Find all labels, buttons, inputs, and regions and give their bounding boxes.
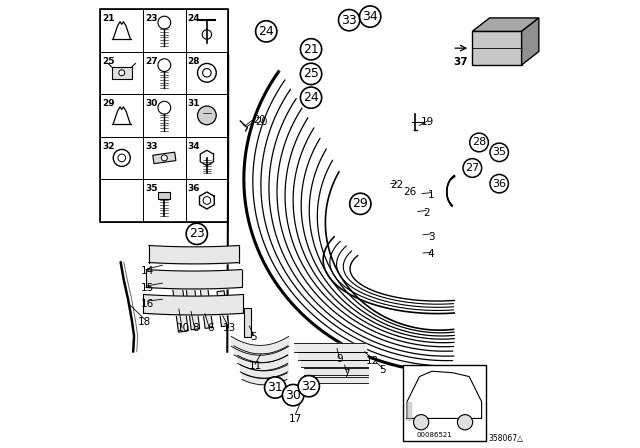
- Circle shape: [119, 70, 125, 76]
- Polygon shape: [185, 278, 200, 330]
- Circle shape: [458, 415, 473, 430]
- Text: 20: 20: [253, 115, 265, 125]
- Text: 6: 6: [207, 323, 214, 333]
- Text: 9: 9: [336, 354, 342, 364]
- Text: 28: 28: [188, 56, 200, 65]
- Text: 15: 15: [141, 283, 154, 293]
- Text: 32: 32: [301, 379, 317, 393]
- Text: 35: 35: [492, 147, 506, 157]
- Text: 28: 28: [472, 138, 486, 147]
- Bar: [158, 192, 170, 199]
- Text: 27: 27: [465, 163, 479, 173]
- Text: 33: 33: [145, 142, 157, 151]
- Text: 13: 13: [223, 323, 236, 333]
- Text: 3: 3: [428, 232, 435, 241]
- Polygon shape: [522, 18, 539, 65]
- Circle shape: [413, 415, 429, 430]
- Bar: [100, 9, 228, 222]
- Bar: [111, 67, 132, 79]
- Circle shape: [161, 155, 167, 161]
- Bar: [472, 31, 522, 65]
- Bar: [244, 308, 251, 337]
- Text: 7: 7: [344, 369, 350, 379]
- Text: 25: 25: [102, 56, 115, 65]
- Text: 5: 5: [250, 332, 257, 342]
- Circle shape: [198, 106, 216, 125]
- Text: 31: 31: [188, 99, 200, 108]
- Bar: [403, 365, 486, 441]
- Text: 1: 1: [428, 190, 435, 200]
- Text: 27: 27: [145, 56, 158, 65]
- Text: 37: 37: [454, 57, 468, 67]
- Text: 23: 23: [145, 14, 157, 23]
- Text: 19: 19: [421, 117, 434, 127]
- Text: 23: 23: [189, 227, 205, 241]
- Polygon shape: [472, 18, 539, 31]
- Text: 12: 12: [366, 356, 379, 366]
- Text: 00086521: 00086521: [417, 432, 452, 438]
- Text: 24: 24: [188, 14, 200, 23]
- Text: 11: 11: [248, 362, 262, 371]
- Text: 18: 18: [138, 317, 151, 327]
- Text: 10: 10: [177, 323, 190, 333]
- Polygon shape: [171, 274, 188, 332]
- Text: 32: 32: [102, 142, 115, 151]
- Text: 35: 35: [145, 184, 157, 193]
- Text: 25: 25: [303, 67, 319, 81]
- Text: 24: 24: [303, 91, 319, 104]
- Text: 34: 34: [188, 142, 200, 151]
- Text: 21: 21: [303, 43, 319, 56]
- Text: 8: 8: [192, 323, 199, 333]
- Text: 4: 4: [428, 250, 435, 259]
- Polygon shape: [200, 284, 212, 328]
- Text: 5: 5: [380, 365, 386, 375]
- Text: 26: 26: [403, 187, 416, 197]
- Text: 22: 22: [390, 180, 404, 190]
- Text: 21: 21: [102, 14, 115, 23]
- Text: 29: 29: [353, 197, 368, 211]
- Text: 36: 36: [188, 184, 200, 193]
- Text: 33: 33: [341, 13, 357, 27]
- Text: 14: 14: [141, 266, 154, 276]
- Text: 30: 30: [145, 99, 157, 108]
- Text: 31: 31: [268, 381, 283, 394]
- Text: 358067△: 358067△: [488, 434, 523, 443]
- Text: 16: 16: [141, 299, 154, 309]
- Text: 24: 24: [259, 25, 274, 38]
- Text: 29: 29: [102, 99, 115, 108]
- Text: 20: 20: [255, 117, 268, 127]
- Bar: [153, 152, 176, 164]
- Text: 2: 2: [423, 208, 429, 218]
- Text: 30: 30: [285, 388, 301, 402]
- Text: 36: 36: [492, 179, 506, 189]
- Polygon shape: [217, 291, 228, 327]
- Text: 17: 17: [289, 414, 302, 424]
- Text: 34: 34: [362, 10, 378, 23]
